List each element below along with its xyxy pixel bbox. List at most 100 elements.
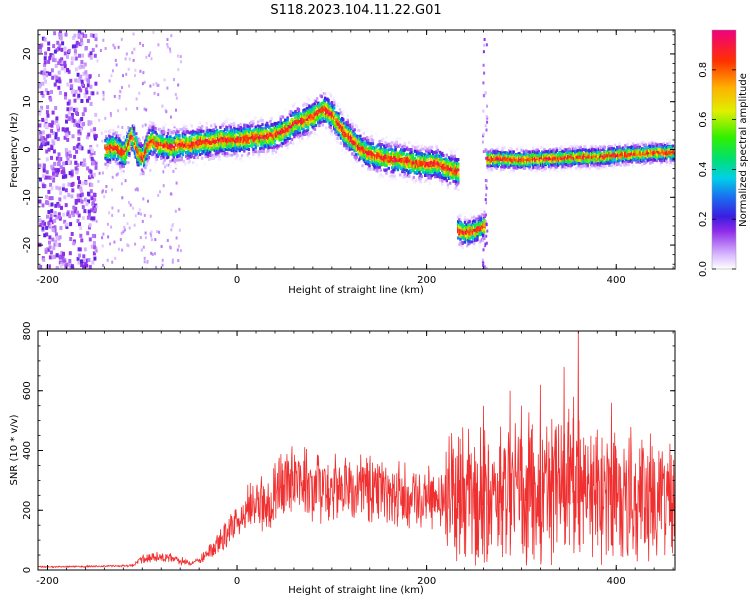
ridge-cell [205, 126, 208, 130]
noise-cell [167, 128, 170, 132]
noise-cell [177, 259, 180, 263]
ridge-cell [166, 140, 170, 144]
ridge-cell [120, 158, 123, 162]
noise-cell [75, 40, 79, 45]
ridge-cell [313, 102, 317, 106]
ridge-cell [271, 128, 274, 132]
noise-cell [48, 203, 52, 208]
ridge-cell [152, 121, 155, 125]
ridge-cell [195, 170, 198, 174]
noise-cell [155, 82, 158, 86]
ridge-cell [214, 154, 218, 158]
noise-cell [113, 46, 116, 50]
noise-cell [73, 209, 77, 214]
noise-cell [39, 145, 43, 150]
noise-cell [94, 81, 98, 86]
ridge-cell [272, 149, 276, 152]
noise-cell [95, 219, 98, 223]
noise-cell [82, 71, 86, 76]
ridge-cell [243, 149, 246, 153]
ridge-cell [348, 123, 352, 127]
ridge-cell [251, 132, 254, 136]
ridge-cell [193, 156, 196, 159]
ridge-cell [419, 161, 422, 165]
ridge-cell [174, 149, 178, 153]
ridge-cell [315, 133, 319, 137]
ridge-cell [386, 150, 389, 154]
ridge-cell [190, 154, 194, 158]
noise-cell [41, 140, 45, 145]
ridge-cell [237, 136, 240, 140]
ridge-cell [314, 118, 318, 122]
ridge-cell [343, 134, 346, 138]
ridge-cell [297, 135, 301, 139]
ridge-cell [394, 177, 397, 181]
ridge-cell [250, 120, 253, 124]
noise-cell [51, 120, 55, 125]
ridge-cell [335, 111, 338, 115]
noise-cell [142, 43, 144, 47]
noise-cell [94, 37, 98, 42]
noise-cell [177, 244, 180, 248]
ridge-cell [373, 154, 377, 158]
noise-cell [164, 165, 167, 169]
ridge-cell [148, 128, 152, 132]
noise-cell [55, 253, 59, 258]
ridge-cell [191, 132, 195, 136]
ridge-cell [355, 159, 359, 163]
noise-cell [91, 48, 95, 52]
noise-cell [62, 212, 66, 217]
noise-cell [58, 254, 62, 259]
noise-cell [83, 247, 87, 252]
ridge-cell [387, 148, 390, 152]
noise-cell [60, 170, 64, 175]
noise-cell [67, 193, 71, 198]
noise-cell [484, 242, 487, 246]
noise-cell [87, 192, 91, 197]
ridge-cell [254, 146, 257, 150]
noise-cell [91, 233, 95, 238]
ridge-cell [318, 124, 321, 128]
ridge-cell [257, 127, 261, 131]
ridge-cell [224, 144, 228, 148]
ridge-cell [120, 147, 123, 151]
ridge-cell [189, 152, 193, 156]
noise-cell [96, 91, 99, 95]
ridge-cell [128, 154, 131, 158]
ridge-cell [166, 149, 170, 153]
noise-cell [84, 70, 88, 75]
noise-cell [147, 127, 150, 130]
noise-cell [106, 258, 109, 262]
noise-cell [178, 207, 181, 211]
ridge-cell [356, 118, 360, 122]
ridge-cell [315, 97, 319, 101]
noise-cell [58, 186, 62, 191]
ridge-cell [417, 145, 420, 149]
noise-cell [90, 244, 94, 249]
noise-cell [41, 221, 45, 226]
ridge-cell [135, 138, 138, 142]
ridge-cell [337, 112, 340, 116]
ridge-cell [166, 132, 170, 135]
noise-cell [145, 267, 148, 269]
noise-cell [74, 51, 78, 56]
ridge-cell [224, 134, 228, 138]
ridge-cell [145, 163, 148, 167]
noise-cell [89, 101, 93, 106]
noise-cell [90, 156, 94, 161]
ridge-cell [289, 125, 293, 129]
ridge-cell [380, 143, 384, 146]
ridge-cell [317, 121, 320, 125]
noise-cell [117, 125, 120, 129]
noise-cell [38, 163, 42, 168]
noise-cell [106, 222, 109, 226]
noise-cell [174, 93, 177, 96]
noise-cell [117, 45, 120, 49]
ridge-cell [273, 139, 277, 143]
ridge-cell [252, 150, 255, 154]
ridge-cell [224, 147, 228, 151]
ridge-cell [389, 145, 393, 149]
ridge-cell [133, 137, 137, 141]
ridge-cell [256, 124, 260, 128]
noise-cell [125, 107, 128, 111]
